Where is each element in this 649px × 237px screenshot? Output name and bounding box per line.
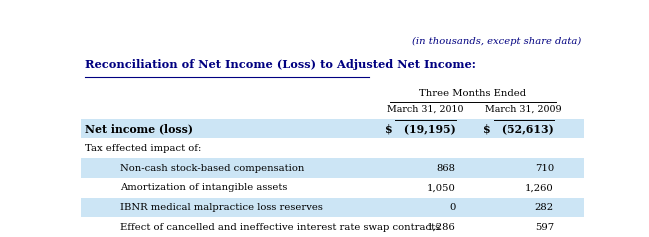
Text: $   (19,195): $ (19,195) — [385, 123, 456, 134]
Text: Amortization of intangible assets: Amortization of intangible assets — [120, 183, 288, 192]
Text: Three Months Ended: Three Months Ended — [419, 89, 526, 98]
Text: 0: 0 — [450, 203, 456, 212]
Bar — [81, 198, 584, 217]
Text: Net income (loss): Net income (loss) — [85, 123, 193, 134]
Text: (in thousands, except share data): (in thousands, except share data) — [412, 37, 582, 46]
Text: 282: 282 — [535, 203, 554, 212]
Text: March 31, 2009: March 31, 2009 — [485, 104, 562, 113]
Bar — [81, 119, 584, 138]
Text: 597: 597 — [535, 223, 554, 232]
Text: Effect of cancelled and ineffective interest rate swap contracts: Effect of cancelled and ineffective inte… — [120, 223, 441, 232]
Bar — [81, 217, 584, 237]
Text: Non-cash stock-based compensation: Non-cash stock-based compensation — [120, 164, 305, 173]
Bar — [81, 158, 584, 178]
Text: 1,286: 1,286 — [427, 223, 456, 232]
Text: IBNR medical malpractice loss reserves: IBNR medical malpractice loss reserves — [120, 203, 323, 212]
Text: $   (52,613): $ (52,613) — [483, 123, 554, 134]
Text: March 31, 2010: March 31, 2010 — [387, 104, 464, 113]
Bar — [81, 178, 584, 198]
Text: 710: 710 — [535, 164, 554, 173]
Text: 868: 868 — [437, 164, 456, 173]
Text: 1,050: 1,050 — [427, 183, 456, 192]
Text: Tax effected impact of:: Tax effected impact of: — [85, 144, 202, 153]
Text: 1,260: 1,260 — [525, 183, 554, 192]
Text: Reconciliation of Net Income (Loss) to Adjusted Net Income:: Reconciliation of Net Income (Loss) to A… — [85, 59, 476, 70]
Bar — [81, 138, 584, 158]
